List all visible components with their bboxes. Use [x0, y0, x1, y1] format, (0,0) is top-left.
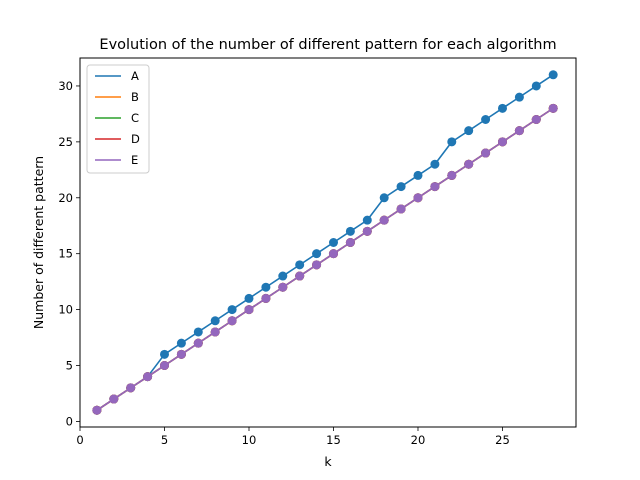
data-point-A-25	[497, 103, 507, 113]
data-point-E-22	[447, 170, 457, 180]
data-point-E-18	[379, 215, 389, 225]
data-point-E-7	[193, 338, 203, 348]
x-tick-label: 20	[411, 433, 426, 447]
y-tick-label: 0	[66, 414, 73, 428]
data-point-E-16	[345, 238, 355, 247]
data-point-A-12	[278, 271, 288, 281]
x-tick-label: 25	[495, 433, 510, 447]
data-point-E-10	[244, 305, 254, 315]
x-tick-label: 0	[76, 433, 83, 447]
legend-label-B: B	[131, 90, 139, 104]
chart-title: Evolution of the number of different pat…	[99, 37, 556, 53]
series-E	[92, 103, 558, 415]
data-point-E-15	[328, 249, 338, 259]
data-point-E-14	[312, 260, 322, 270]
x-tick-label: 15	[326, 433, 341, 447]
data-point-A-24	[481, 115, 491, 124]
legend-label-A: A	[131, 69, 139, 83]
x-axis-label: k	[324, 454, 332, 469]
data-point-E-13	[295, 271, 305, 281]
y-axis-label: Number of different pattern	[31, 156, 46, 329]
data-point-A-21	[430, 159, 440, 169]
legend-label-C: C	[131, 111, 139, 125]
data-point-E-9	[227, 316, 237, 326]
data-point-E-12	[278, 282, 288, 292]
legend-box	[86, 64, 150, 174]
y-tick-label: 10	[58, 303, 73, 317]
data-point-A-17	[362, 215, 372, 225]
data-point-E-6	[176, 349, 186, 359]
x-axis: 0 5 10 15 20 25	[76, 427, 510, 447]
data-point-A-22	[447, 137, 457, 147]
data-point-A-7	[193, 327, 203, 337]
data-point-E-23	[464, 159, 474, 169]
data-point-A-11	[261, 282, 271, 292]
legend-label-E: E	[131, 153, 138, 167]
data-point-A-5	[160, 349, 169, 359]
x-tick-label: 5	[161, 433, 168, 447]
y-tick-label: 15	[58, 247, 73, 261]
data-point-A-16	[345, 226, 355, 236]
data-point-A-18	[379, 193, 389, 203]
data-point-A-10	[244, 293, 254, 303]
data-point-A-8	[210, 316, 220, 326]
data-point-E-27	[531, 115, 541, 124]
data-point-E-2	[109, 394, 119, 404]
data-point-E-26	[514, 126, 524, 136]
data-point-A-20	[413, 170, 423, 180]
data-point-E-11	[261, 293, 271, 303]
data-point-A-28	[548, 70, 558, 80]
data-point-E-28	[548, 103, 558, 113]
data-point-A-15	[328, 238, 338, 247]
y-tick-label: 25	[58, 135, 73, 149]
data-point-E-20	[413, 193, 423, 203]
data-point-A-14	[312, 249, 322, 259]
data-point-A-6	[176, 338, 186, 348]
data-point-E-25	[497, 137, 507, 147]
data-point-E-8	[210, 327, 220, 337]
data-point-A-23	[464, 126, 474, 136]
y-tick-label: 5	[66, 359, 73, 373]
data-point-A-9	[227, 305, 237, 315]
data-point-E-19	[396, 204, 406, 214]
data-point-E-3	[126, 383, 136, 393]
data-point-E-1	[92, 405, 102, 415]
data-point-A-27	[531, 81, 541, 91]
data-point-E-4	[143, 372, 153, 382]
data-point-A-13	[295, 260, 305, 270]
series-line-E	[95, 107, 555, 412]
data-point-A-26	[514, 92, 524, 102]
data-point-E-17	[362, 226, 372, 236]
data-point-A-19	[396, 182, 406, 192]
y-tick-label: 30	[58, 79, 73, 93]
data-point-E-5	[160, 361, 169, 370]
series-line-A	[95, 73, 555, 412]
series-layer	[92, 70, 558, 415]
plot-frame	[79, 57, 577, 428]
legend-label-D: D	[131, 132, 140, 146]
y-axis: 0 5 10 15 20 25 30	[58, 79, 80, 428]
x-tick-label: 10	[242, 433, 257, 447]
data-point-E-21	[430, 182, 440, 192]
y-tick-label: 20	[58, 191, 73, 205]
data-point-E-24	[481, 148, 491, 158]
